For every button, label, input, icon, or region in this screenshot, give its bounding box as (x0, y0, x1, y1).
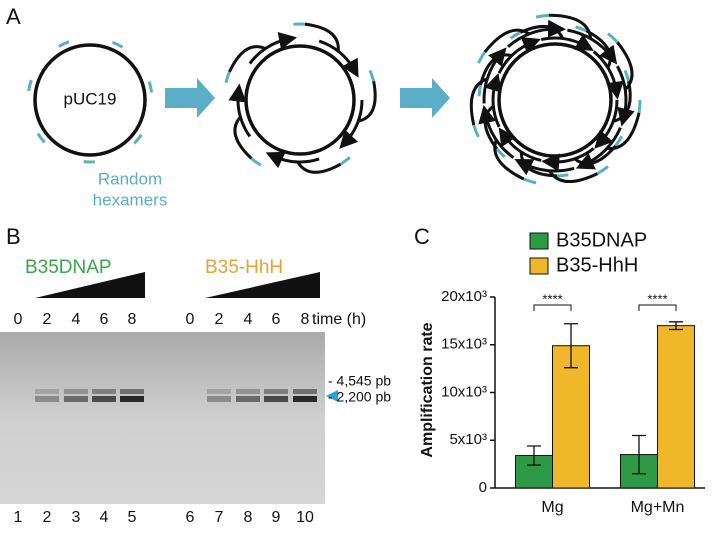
x-tick-label: Mg (541, 499, 563, 516)
lane-number: 9 (272, 509, 281, 526)
time-point: 4 (72, 311, 81, 328)
band (264, 389, 288, 394)
primer (524, 179, 536, 183)
primer (149, 82, 151, 93)
primer (112, 42, 122, 47)
significance: **** (542, 291, 562, 306)
primer (341, 157, 350, 164)
primer (370, 70, 374, 81)
legend-swatch (530, 233, 548, 249)
primer (639, 100, 640, 113)
band (236, 396, 260, 402)
primer (226, 72, 229, 83)
band (293, 389, 317, 394)
time-point: 8 (128, 311, 137, 328)
band (92, 396, 116, 402)
legend-swatch (530, 258, 548, 274)
y-tick-label: 15x10³ (441, 336, 487, 353)
step-arrow (400, 78, 450, 118)
band (64, 389, 88, 394)
lane-number: 7 (215, 509, 224, 526)
band (264, 396, 288, 402)
primer (608, 34, 617, 43)
band (92, 389, 116, 394)
y-tick-label: 20x10³ (441, 288, 487, 305)
lane-number: 10 (296, 509, 314, 526)
lane-number: 6 (186, 509, 195, 526)
lane-number: 3 (72, 509, 81, 526)
group-label: B35-HhH (205, 257, 283, 278)
marker-label: - 4,545 pb (328, 373, 391, 389)
legend-label: B35-HhH (556, 254, 638, 276)
time-label: time (h) (312, 311, 366, 328)
primer (134, 135, 141, 144)
group-label: B35DNAP (25, 257, 112, 278)
band (207, 396, 231, 402)
lane-number: 5 (128, 509, 137, 526)
time-point: 6 (100, 311, 109, 328)
y-tick-label: 10x10³ (441, 383, 487, 400)
y-tick-label: 0 (479, 479, 487, 496)
strand (274, 156, 319, 162)
lane-number: 8 (244, 509, 253, 526)
time-point: 6 (272, 311, 281, 328)
primer (557, 175, 568, 176)
amplification-diagram (29, 15, 640, 183)
plasmid-circle (246, 46, 354, 154)
plasmid-circle (499, 44, 611, 156)
band (120, 389, 144, 394)
band (35, 389, 59, 394)
time-point: 0 (14, 311, 23, 328)
band (35, 396, 59, 402)
time-point: 2 (215, 311, 224, 328)
primer (478, 52, 484, 63)
gel-image (0, 332, 325, 504)
primer (474, 125, 479, 137)
time-point: 0 (186, 311, 195, 328)
lane-number: 2 (43, 509, 52, 526)
band (293, 396, 317, 402)
panel-label: B (6, 224, 21, 249)
legend-label: B35DNAP (556, 229, 647, 251)
primer (251, 158, 260, 165)
time-point: 4 (244, 311, 253, 328)
significance: **** (647, 291, 667, 306)
x-tick-label: Mg+Mn (631, 499, 685, 516)
strand (617, 66, 626, 118)
primer-label: Random (98, 169, 162, 188)
step-arrow (165, 78, 215, 118)
primer-label: hexamers (93, 190, 168, 209)
primer (479, 85, 480, 96)
band (64, 396, 88, 402)
y-axis-label: Amplification rate (419, 322, 436, 457)
strand (250, 39, 288, 63)
primer (29, 80, 32, 91)
lane-number: 4 (100, 509, 109, 526)
primer (38, 134, 45, 143)
displaced-strand (229, 47, 265, 72)
time-point: 8 (301, 311, 310, 328)
y-tick-label: 5x10³ (449, 431, 487, 448)
primer (625, 70, 629, 81)
band (120, 396, 144, 402)
bar (658, 326, 695, 488)
panel-label: C (414, 224, 430, 249)
lane-number: 1 (14, 509, 23, 526)
displaced-strand (298, 162, 341, 172)
marker-label: - 2,200 pb (328, 389, 391, 405)
band (207, 389, 231, 394)
time-point: 2 (43, 311, 52, 328)
primer (536, 15, 549, 17)
band (236, 389, 260, 394)
plasmid-label: pUC19 (64, 89, 117, 108)
panel-label: A (6, 4, 21, 29)
primer (59, 42, 69, 47)
primer (597, 166, 608, 173)
